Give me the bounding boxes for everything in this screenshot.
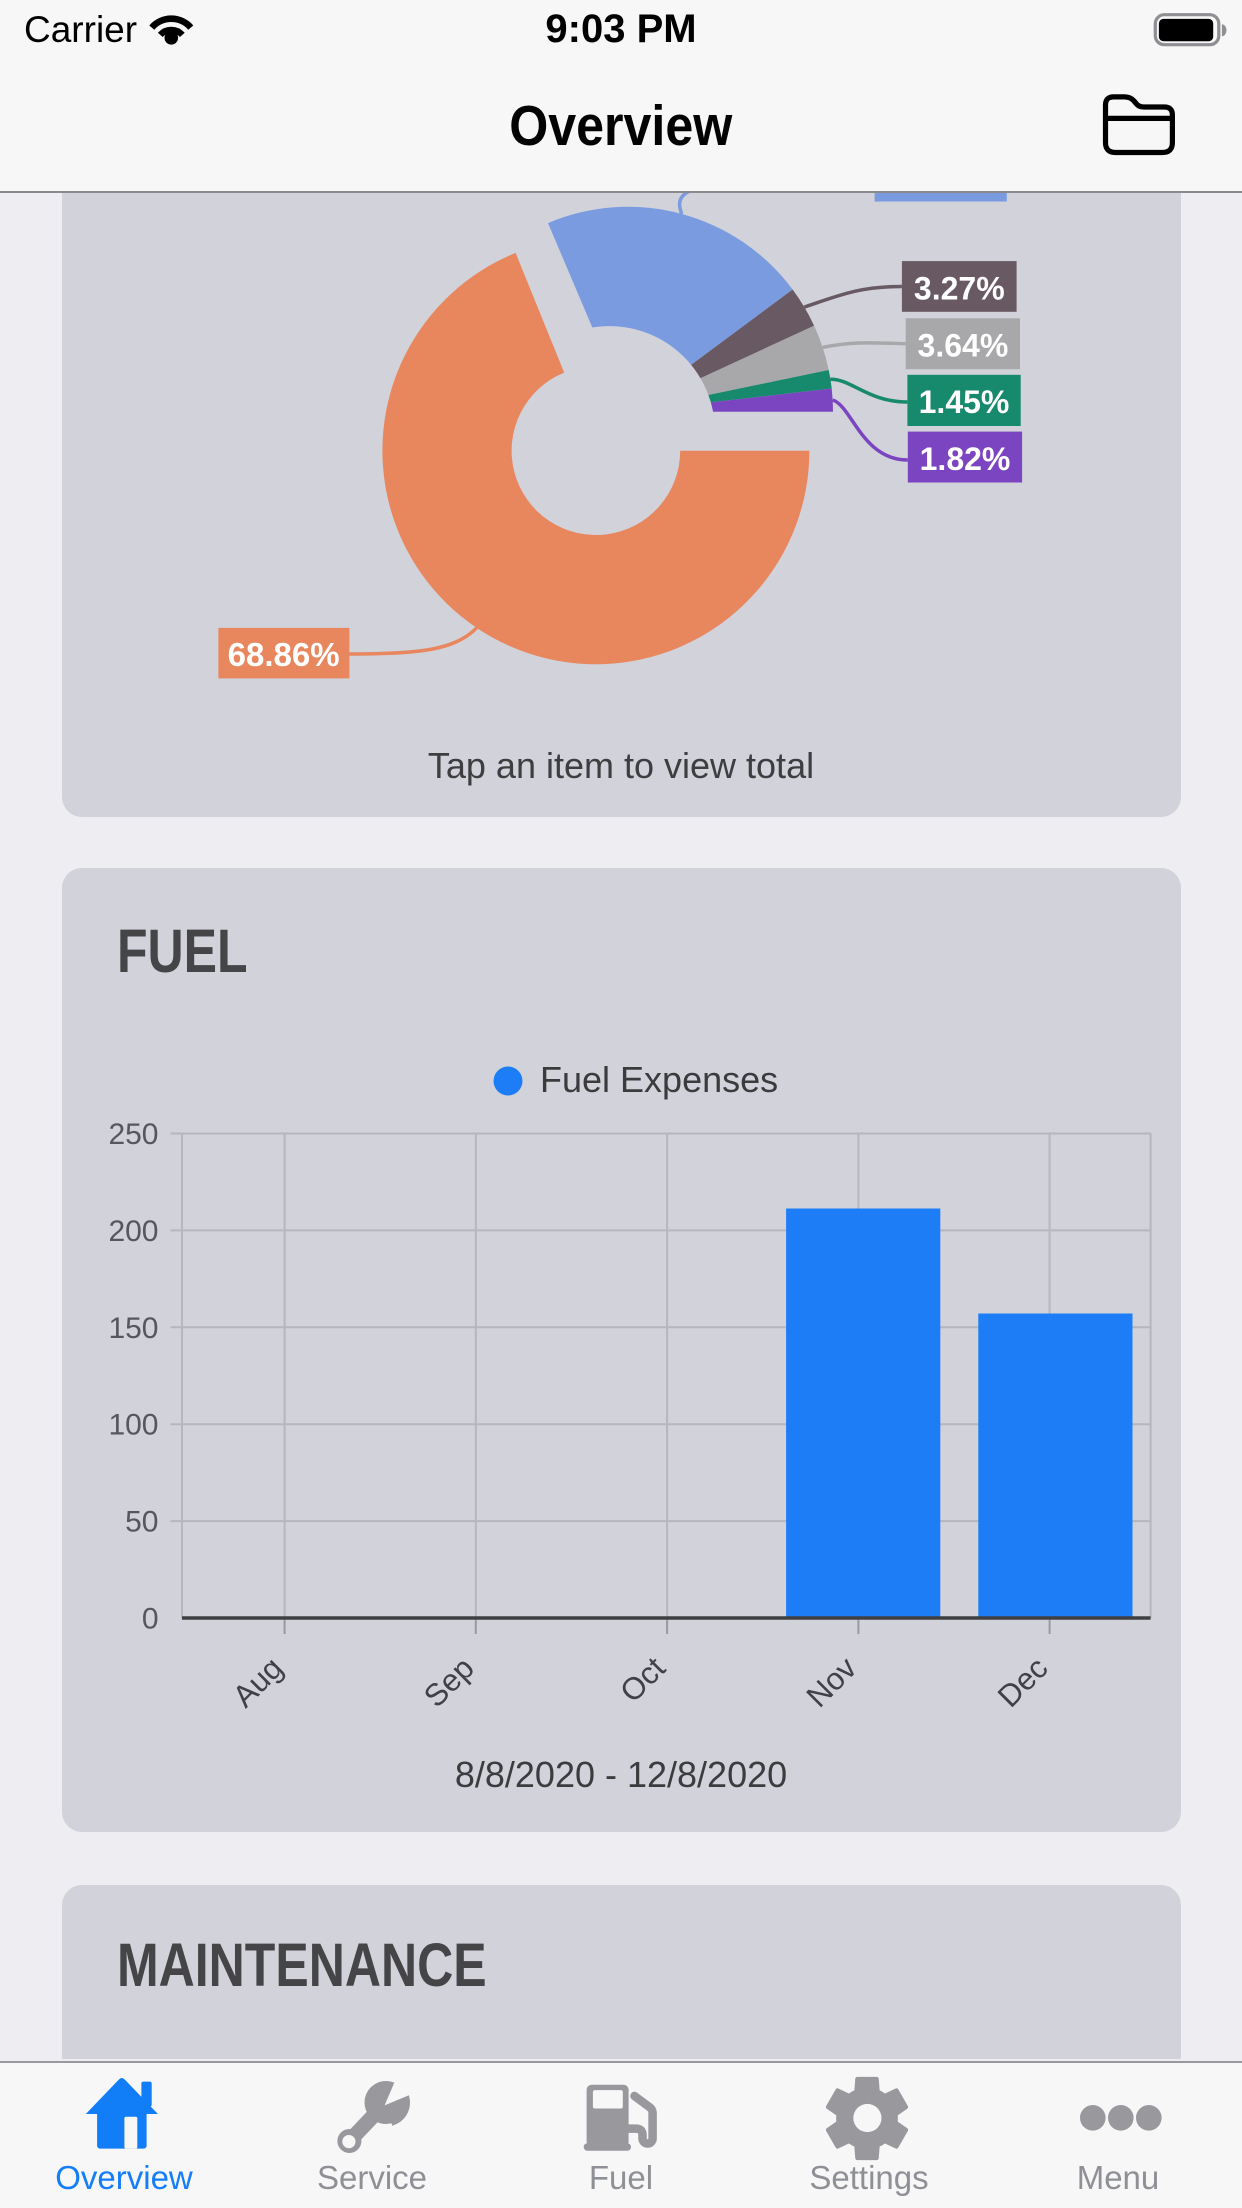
svg-text:Fuel Expenses: Fuel Expenses <box>540 1059 778 1100</box>
svg-text:1.45%: 1.45% <box>919 384 1010 420</box>
svg-text:3.64%: 3.64% <box>918 328 1009 364</box>
svg-text:50: 50 <box>125 1506 158 1539</box>
svg-text:250: 250 <box>108 1118 158 1151</box>
svg-text:8/8/2020 - 12/8/2020: 8/8/2020 - 12/8/2020 <box>455 1754 787 1795</box>
svg-text:Aug: Aug <box>226 1650 290 1714</box>
svg-text:1.82%: 1.82% <box>920 441 1011 477</box>
svg-text:100: 100 <box>108 1409 158 1442</box>
svg-text:Dec: Dec <box>991 1650 1055 1714</box>
svg-text:Oct: Oct <box>613 1650 672 1709</box>
svg-text:Sep: Sep <box>417 1650 481 1714</box>
svg-text:Nov: Nov <box>800 1650 864 1714</box>
svg-text:200: 200 <box>108 1215 158 1248</box>
svg-text:3.27%: 3.27% <box>914 271 1005 307</box>
svg-text:0: 0 <box>142 1603 159 1636</box>
svg-text:150: 150 <box>108 1312 158 1345</box>
svg-text:68.86%: 68.86% <box>228 636 340 673</box>
